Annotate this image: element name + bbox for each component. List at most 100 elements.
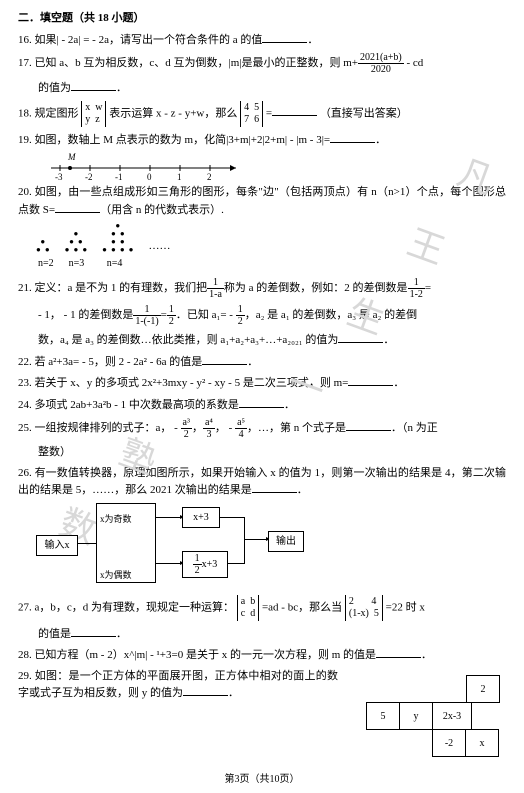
blank: [252, 481, 297, 493]
blank: [346, 419, 391, 431]
svg-text:0: 0: [147, 172, 152, 180]
q20: 20. 如图，由一些点组成形如三角形的图形，每条"边"（包括两顶点）有 n（n>…: [18, 184, 506, 218]
cell: x: [465, 729, 499, 757]
flowchart: 输入x x为奇数 x为偶数 x+3 12x+3 输出: [36, 503, 316, 589]
q19: 19. 如图，数轴上 M 点表示的数为 m，化简|3+m|+2|2+m| - |…: [18, 131, 506, 149]
d: 3: [203, 429, 215, 440]
flow-input: 输入x: [36, 535, 78, 556]
q23-a: 23. 若关于 x、y 的多项式 2x²+3mxy - y² - xy - 5 …: [18, 377, 348, 389]
q17-a: 17. 已知 a、b 互为相反数，c、d 互为倒数，|m|是最小的正整数，则 m…: [18, 57, 358, 69]
q25-a: 25. 一组按规律排列的式子：a， -: [18, 422, 181, 434]
svg-text:1: 1: [177, 172, 182, 180]
q28: 28. 已知方程（m - 2）x^|m| - ¹+3=0 是关于 x 的一元一次…: [18, 646, 506, 664]
blank: [376, 646, 421, 658]
cell: -2: [432, 729, 466, 757]
q29-a: 29. 如图：是一个正方体的平面展开图，正方体中相对的面上的数字或式子互为相反数…: [18, 670, 338, 700]
frac: 11-(-1): [133, 304, 160, 327]
q27-d: 的值是: [38, 628, 71, 640]
blank: [338, 331, 383, 343]
n: a⁴: [203, 417, 215, 429]
q27-a: 27. a，b，c，d 为有理数，现规定一种运算：: [18, 601, 234, 613]
tri-labels: n=2 n=3 n=4: [38, 256, 506, 271]
n: 1: [167, 304, 176, 316]
n: 1: [236, 304, 245, 316]
matrix-1: x wy z: [81, 101, 106, 127]
q17-line2: 的值为．: [18, 79, 506, 97]
blank: [71, 625, 116, 637]
frac: a³2: [181, 417, 192, 440]
svg-text:M: M: [67, 152, 76, 162]
r: a b: [241, 596, 255, 607]
q25-b: ，…，第 n 个式子是: [247, 422, 346, 434]
q21-f: ．已知 a₁= -: [176, 309, 236, 321]
blank: [348, 374, 393, 386]
r: 2 4: [349, 596, 377, 607]
d: 2: [236, 316, 245, 327]
blank: [202, 353, 247, 365]
svg-text:2: 2: [207, 172, 212, 180]
q16: 16. 如果| - 2a| = - 2a，请写出一个符合条件的 a 的值．: [18, 31, 506, 49]
blank: [71, 79, 116, 91]
arrow: [244, 539, 266, 540]
line: [244, 517, 245, 564]
line: [228, 563, 244, 564]
frac: 12: [236, 304, 245, 327]
m1r1: x w: [85, 102, 102, 113]
q27-b: =ad - bc，那么当: [262, 601, 342, 613]
q21-l2: - 1， - 1 的差倒数是11-(-1)=12．已知 a₁= - 12，a₂ …: [18, 304, 506, 327]
q18-a: 18. 规定图形: [18, 107, 79, 119]
q22: 22. 若 a²+3a= - 5，则 2 - 2a² - 6a 的值是．: [18, 353, 506, 371]
q21-l3: 数，a₄ 是 a₃ 的差倒数…依此类推，则 a₁+a₂+a₃+…+a₂₀₂₁ 的…: [18, 331, 506, 349]
q29: 29. 如图：是一个正方体的平面展开图，正方体中相对的面上的数字或式子互为相反数…: [18, 668, 338, 702]
n: 1: [207, 277, 224, 289]
q16-text: 16. 如果| - 2a| = - 2a，请写出一个符合条件的 a 的值: [18, 34, 262, 46]
section-title: 二．填空题（共 18 小题）: [18, 10, 506, 27]
n: a³: [181, 417, 192, 429]
flow-top: x+3: [182, 507, 220, 528]
q21: 21. 定义：a 是不为 1 的有理数，我们把11-a称为 a 的差倒数，例如：…: [18, 277, 506, 300]
num: 2021(a+b): [358, 52, 404, 64]
q28-t: 28. 已知方程（m - 2）x^|m| - ¹+3=0 是关于 x 的一元一次…: [18, 649, 376, 661]
m2r1: 4 5: [244, 102, 259, 113]
arrow: [78, 543, 96, 544]
blank: [183, 684, 228, 696]
q18-d: （直接写出答案）: [320, 107, 408, 119]
d: 2: [193, 565, 202, 576]
q19-text: 19. 如图，数轴上 M 点表示的数为 m，化简|3+m|+2|2+m| - |…: [18, 134, 330, 146]
arrow: [156, 563, 180, 564]
q18: 18. 规定图形 x wy z 表示运算 x - z - y+w，那么 4 57…: [18, 101, 506, 127]
dot-triangles: ●● ● ●● ●● ● ● ●● ●● ●● ● ● ● ……: [36, 222, 506, 254]
q21-c: =: [425, 282, 431, 294]
flow-odd: x为奇数: [100, 513, 132, 527]
r: (1-x) 5: [349, 608, 379, 619]
blank: [272, 104, 317, 116]
blank: [55, 201, 100, 213]
q21-b: 称为 a 的差倒数，例如：2 的差倒数是: [224, 282, 408, 294]
cube-net: 2 5 y 2x-3 -2 x: [366, 675, 506, 765]
q25: 25. 一组按规律排列的式子：a， - a³2，a⁴3， - a⁵4，…，第 n…: [18, 417, 506, 440]
q21-g: ，a₂ 是 a₁ 的差倒数，a₃ 是 a₂ 的差倒: [245, 309, 417, 321]
d: 1-2: [408, 289, 425, 300]
flow-even: x为偶数: [100, 569, 132, 583]
q21-a: 21. 定义：a 是不为 1 的有理数，我们把: [18, 282, 207, 294]
m1r2: y z: [85, 114, 99, 125]
q27-c: =22 时 x: [386, 601, 425, 613]
q27-l2: 的值是．: [18, 625, 506, 643]
q25-c: ．（n 为正: [391, 422, 438, 434]
n: a⁵: [235, 417, 247, 429]
q24-t: 24. 多项式 2ab+3a²b - 1 中次数最高项的系数是: [18, 399, 239, 411]
matrix-2: 4 57 6: [240, 101, 263, 127]
q27: 27. a，b，c，d 为有理数，现规定一种运算： a bc d =ad - b…: [18, 595, 506, 621]
d: 2: [167, 316, 176, 327]
tri-dots: ……: [149, 238, 171, 255]
svg-text:-2: -2: [85, 172, 93, 180]
q23: 23. 若关于 x、y 的多项式 2x²+3mxy - y² - xy - 5 …: [18, 374, 506, 392]
frac: 11-a: [207, 277, 224, 300]
n: 1: [193, 553, 202, 565]
tri-n3: ●● ●● ● ●: [65, 230, 89, 254]
tri-n4: ●● ●● ●● ● ● ●: [102, 222, 134, 254]
matrix: a bc d: [237, 595, 259, 621]
q26: 26. 有一数值转换器，原理如图所示，如果开始输入 x 的值为 1，则第一次输出…: [18, 465, 506, 499]
frac: 11-2: [408, 277, 425, 300]
matrix: 2 4(1-x) 5: [345, 595, 383, 621]
